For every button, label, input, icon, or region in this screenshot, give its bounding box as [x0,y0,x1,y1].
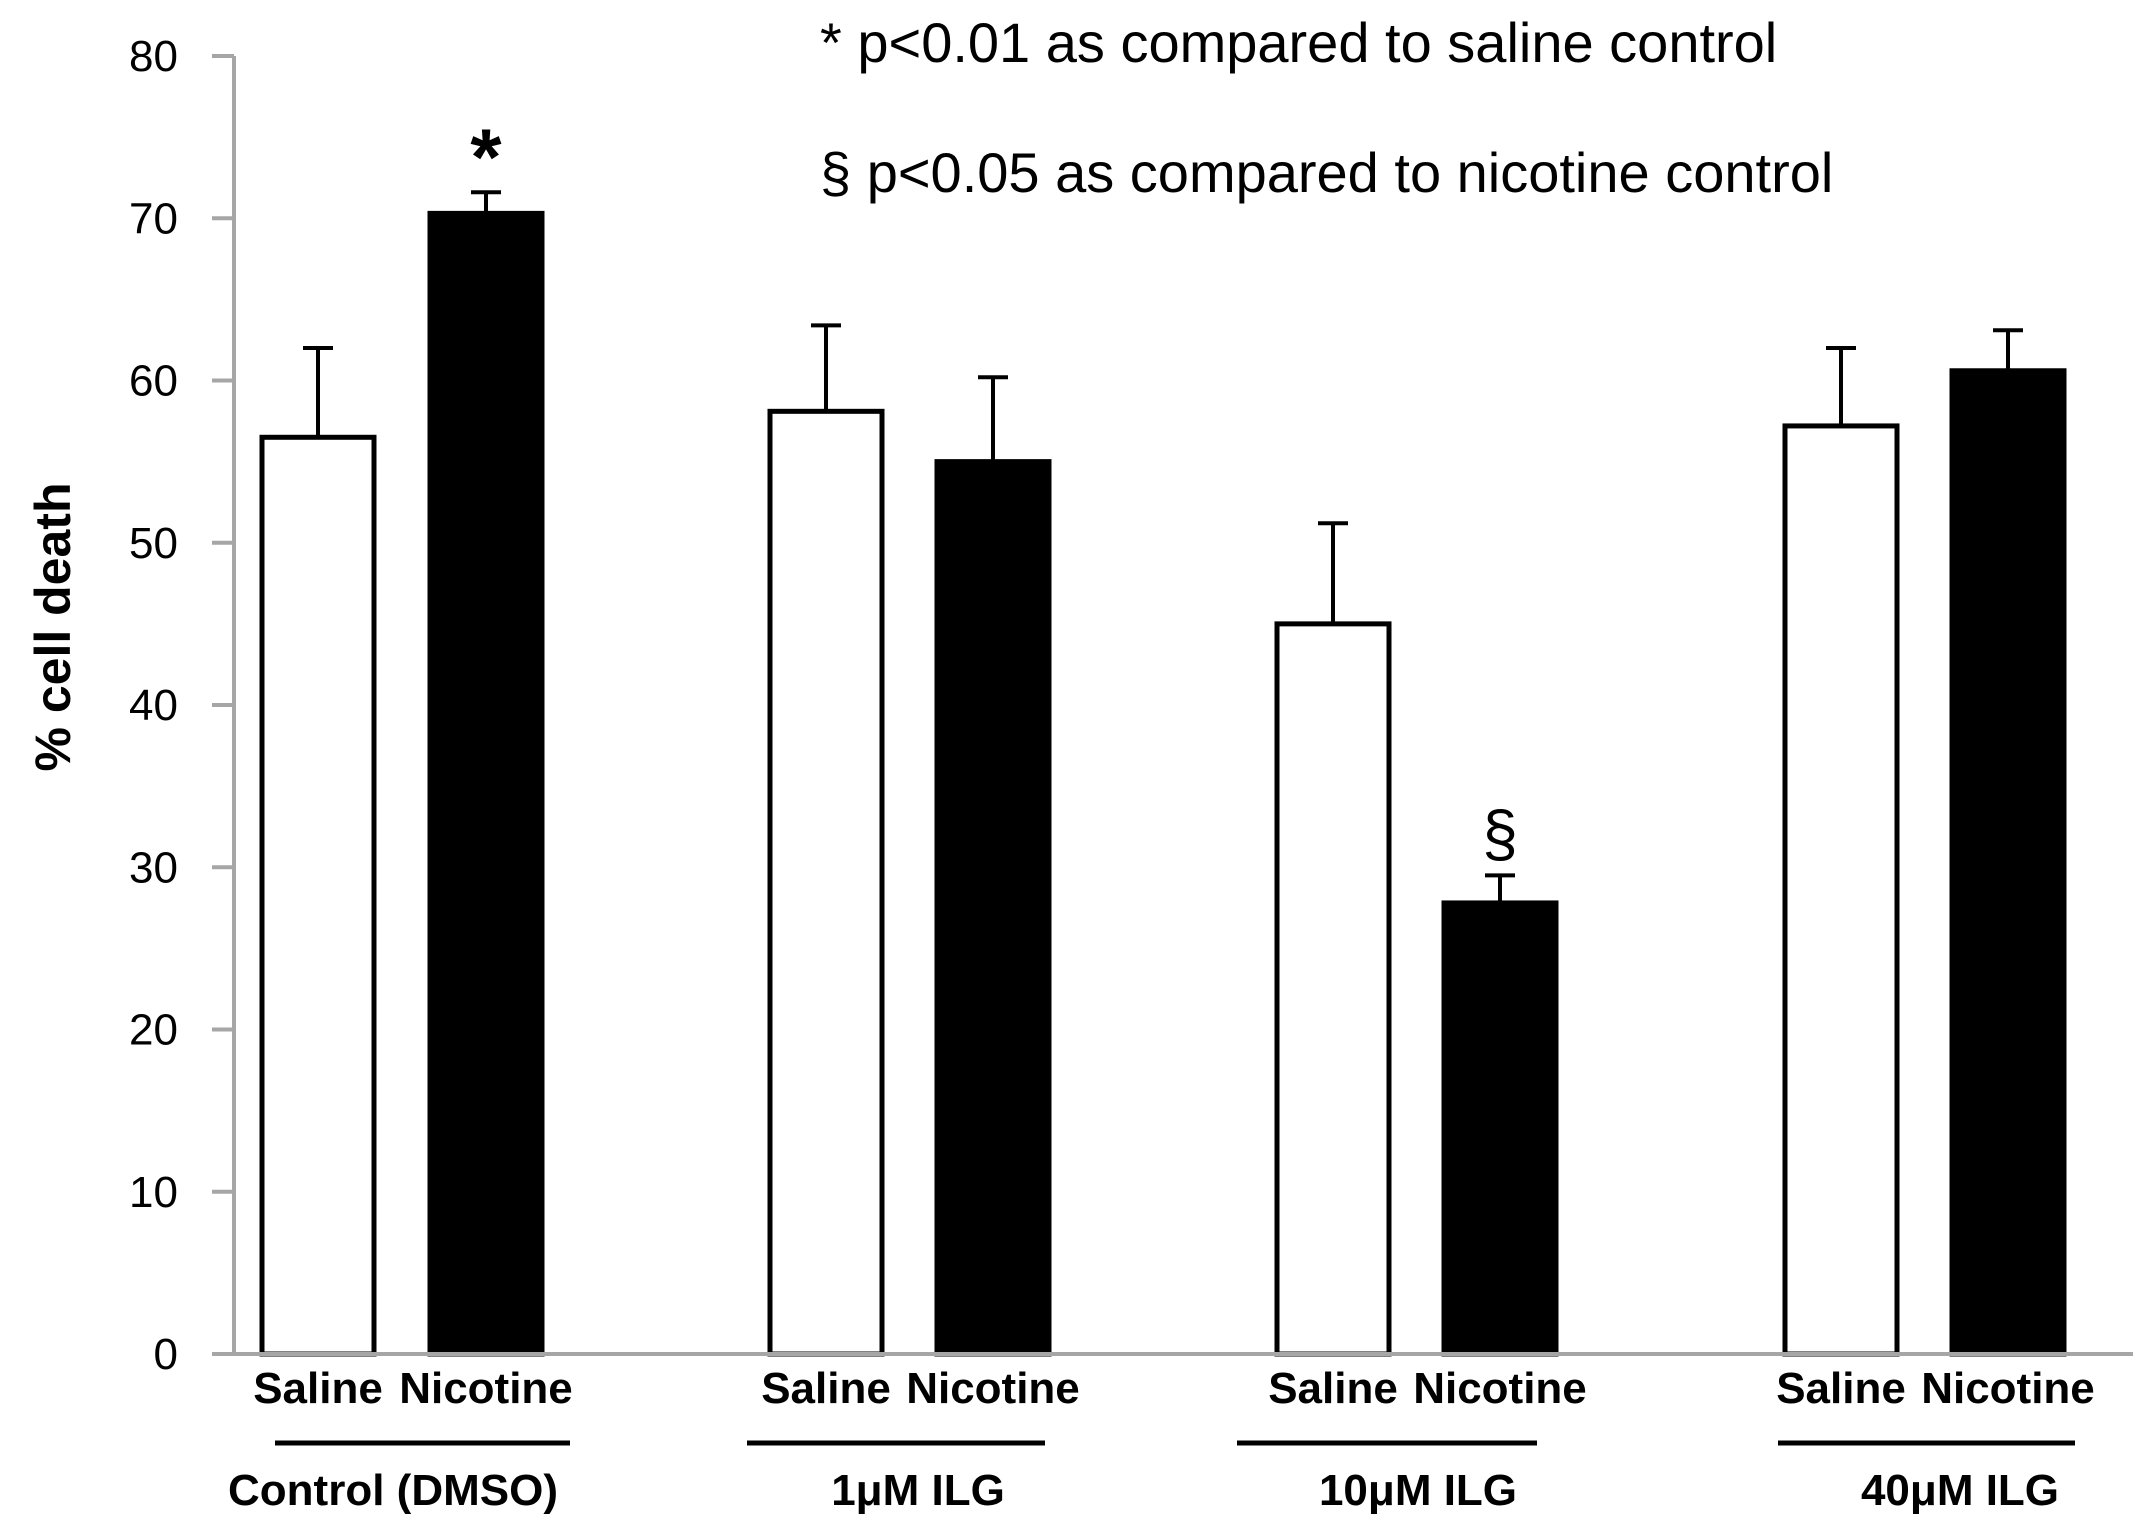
bar [427,210,545,1357]
bars: *§ [259,112,2067,1357]
bar [1949,368,2067,1357]
y-tick-label: 10 [129,1168,178,1217]
annotation-nicotine: § p<0.05 as compared to nicotine control [820,141,1833,204]
significance-mark: * [470,112,502,201]
category-label: Nicotine [399,1364,573,1413]
y-tick-label: 70 [129,194,178,243]
y-tick-label: 60 [129,357,178,406]
category-label: Nicotine [1921,1364,2095,1413]
group-label: Control (DMSO) [228,1466,558,1515]
category-label: Nicotine [906,1364,1080,1413]
y-tick-label: 30 [129,843,178,892]
y-tick-label: 40 [129,681,178,730]
x-axis: Saline Nicotine Control (DMSO) Saline Nicoti… [228,1352,2133,1515]
group-label: 1μM ILG [831,1466,1005,1515]
bar [1274,621,1392,1357]
category-label: Nicotine [1413,1364,1587,1413]
y-axis: 0 10 20 30 40 50 60 70 80 [129,32,236,1379]
bar [1441,900,1559,1357]
bar [259,434,377,1357]
y-tick-label: 80 [129,32,178,81]
significance-mark: § [1482,797,1518,869]
y-tick-label: 50 [129,519,178,568]
group-label: 10μM ILG [1319,1466,1517,1515]
bar [767,408,885,1357]
annotation-saline: * p<0.01 as compared to saline control [820,11,1777,74]
category-label: Saline [1776,1364,1906,1413]
category-label: Saline [253,1364,383,1413]
category-label: Saline [1268,1364,1398,1413]
y-tick-label: 0 [154,1330,178,1379]
y-tick-label: 20 [129,1006,178,1055]
bar [934,459,1052,1357]
bar [1782,423,1900,1357]
category-label: Saline [761,1364,891,1413]
y-axis-label: % cell death [25,483,81,772]
group-label: 40μM ILG [1861,1466,2059,1515]
